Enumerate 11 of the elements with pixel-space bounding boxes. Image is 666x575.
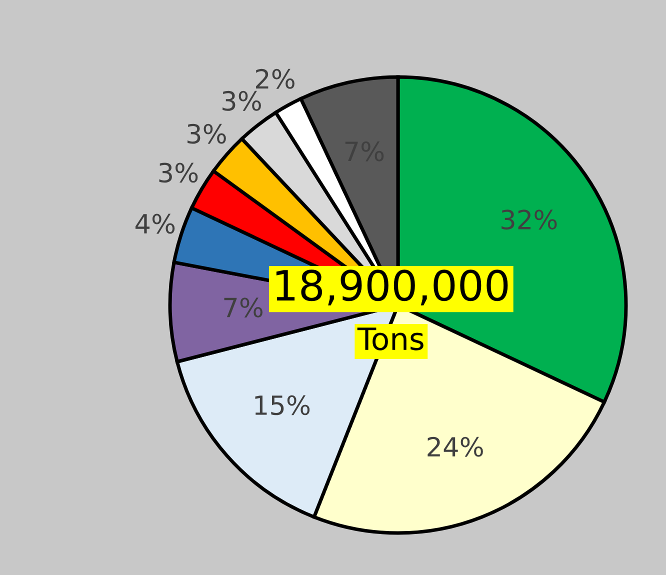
- text: Tons: [357, 328, 424, 350]
- data-label: 3%: [188, 124, 226, 144]
- data-label: 4%: [135, 214, 175, 234]
- data-label: 24%: [428, 436, 483, 457]
- data-label: 15%: [255, 395, 310, 416]
- data-label: 7%: [224, 298, 263, 318]
- data-label: 3%: [159, 162, 198, 183]
- data-label: 32%: [502, 210, 557, 230]
- text: 18,900,000: [276, 270, 508, 306]
- data-label: 3%: [222, 90, 261, 111]
- data-label: 2%: [256, 68, 294, 89]
